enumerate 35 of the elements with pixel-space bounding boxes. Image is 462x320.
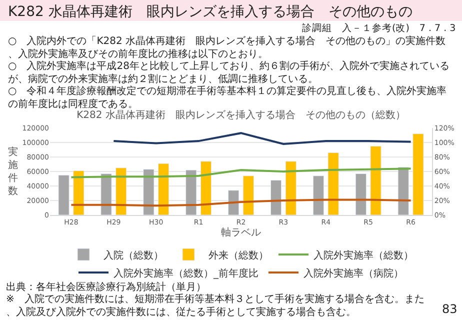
bar <box>370 146 382 215</box>
bar <box>328 152 339 215</box>
chart-title: K282 水晶体再建術 眼内レンズを挿入する場合 その他のもの（総数） <box>76 109 406 121</box>
bar <box>58 174 70 215</box>
text: 83 <box>442 302 458 316</box>
bar <box>228 190 240 215</box>
bar <box>355 173 366 215</box>
bar <box>242 176 254 215</box>
text: K282 水晶体再建術 眼内レンズを挿入する場合 その他のもの <box>8 4 412 20</box>
bar <box>398 166 409 215</box>
bar <box>312 176 324 215</box>
y-axis-title: 実施件数 <box>8 146 18 197</box>
text: ○ 令和４年度診療報酬改定での短期滞在手術等基本料１の算定要件の見直し後も、入院外実施率の前年度比は同程度である。 <box>8 85 447 110</box>
text: ○ 入院内外での「K282 水晶体再建術 眼内レンズを挿入する場合 その他のもの」の実施件数、入院外実施率及びその前年度比の推移は以下のとおり。 <box>8 35 446 60</box>
bar <box>412 134 424 215</box>
bar <box>100 173 112 215</box>
line-series <box>112 132 412 145</box>
bar <box>116 168 127 215</box>
legend-label: 入院（総数） <box>104 249 164 262</box>
bar <box>200 161 212 215</box>
line-series <box>70 168 412 178</box>
bar <box>158 163 170 215</box>
x-axis-title: 軸ラベル <box>221 226 261 238</box>
text: ○ 入院外実施率は平成28年と比較して上昇しており、約６割の手術が、入院外で実施されているが、病院での外来実施率は約２割にとどまり、低調に推移している。 <box>8 60 450 85</box>
legend-label: 外来（総数） <box>208 249 268 262</box>
bar <box>285 161 296 215</box>
bar <box>73 170 84 215</box>
legend-label: 入院外実施率（総数） <box>314 249 414 262</box>
legend-label: 入院外実施率（病院） <box>304 267 404 280</box>
text: 診調組 入－１参考(改) 7 . 7 . 3 <box>302 22 456 34</box>
legend-label: 入院外実施率（総数）_前年度比 <box>114 267 258 280</box>
source-note: 出典：各年社会医療診療行為別統計（単月） <box>6 281 206 293</box>
bar <box>270 180 282 215</box>
bar <box>143 169 154 215</box>
text: ※ 入院での実施件数には、短期滞在手術等基本料３として手術を実施する場合を含む。また、入院及び入院外での実施件数には、従たる手術として実施する場合も含む。 <box>6 293 424 318</box>
